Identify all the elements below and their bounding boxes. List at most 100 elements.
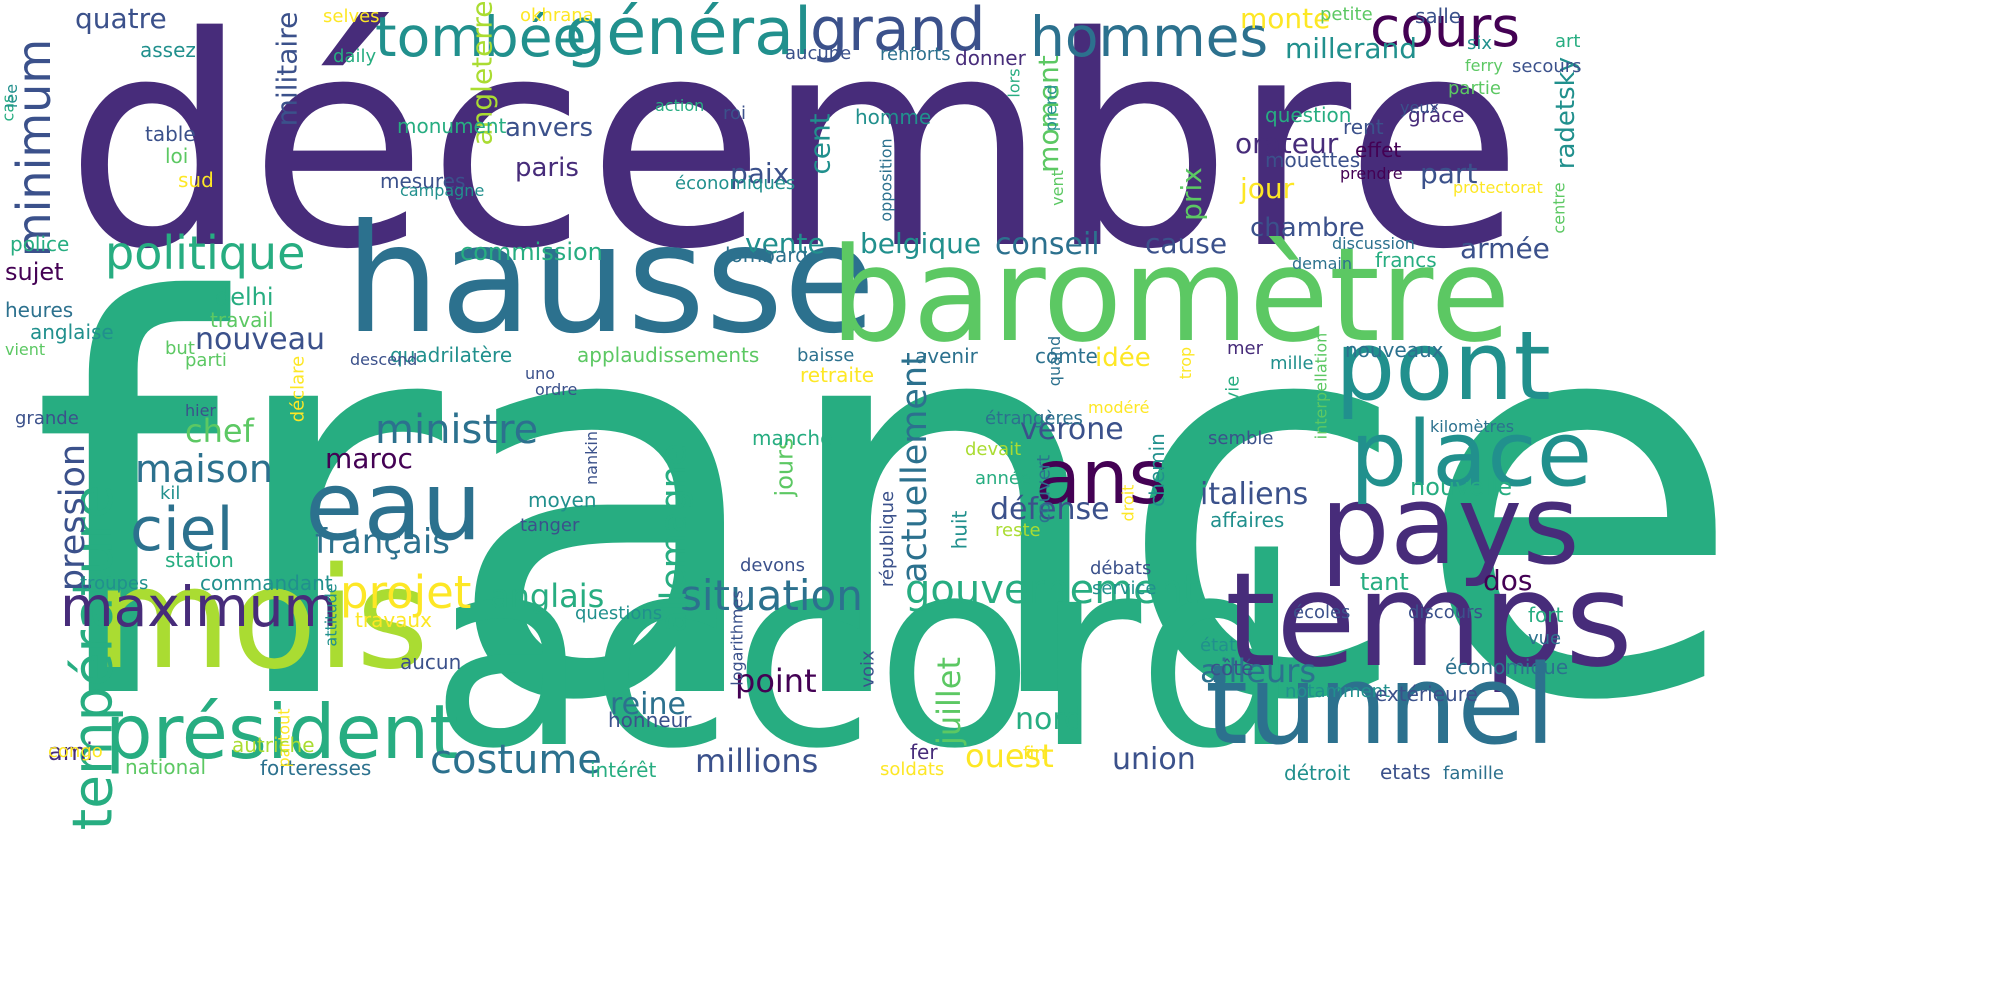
- cloud-word: secours: [1512, 56, 1582, 77]
- cloud-word: eau: [305, 452, 482, 562]
- cloud-word: france: [30, 191, 1745, 819]
- cloud-word: anglais: [490, 577, 605, 615]
- cloud-word: millions: [695, 742, 819, 780]
- cloud-word: minimum: [7, 38, 62, 258]
- cloud-word: hommes: [1030, 5, 1269, 69]
- cloud-word: monument: [397, 114, 507, 138]
- cloud-word: devons: [740, 555, 805, 576]
- cloud-word: mouettes: [1265, 148, 1361, 172]
- cloud-word: français: [315, 522, 451, 562]
- cloud-word: travail: [210, 308, 274, 332]
- cloud-word: économiques: [675, 173, 796, 194]
- cloud-word: delhi: [215, 283, 274, 311]
- cloud-word: lombard: [725, 243, 808, 267]
- cloud-word: six: [1467, 33, 1493, 54]
- cloud-word: opposition: [876, 138, 896, 222]
- cloud-word: loi: [165, 144, 189, 168]
- cloud-word: actuellement: [894, 352, 935, 583]
- cloud-word: soldats: [880, 759, 945, 780]
- cloud-word: forteresses: [260, 756, 372, 780]
- cloud-word: campagne: [400, 181, 485, 200]
- cloud-word: extérieure: [1375, 682, 1478, 706]
- cloud-word: costume: [430, 737, 602, 783]
- cloud-word: commandant: [200, 571, 333, 595]
- cloud-word: politique: [105, 226, 306, 280]
- cloud-word: centre: [1549, 182, 1569, 234]
- cloud-word: temps: [1225, 544, 1633, 696]
- cloud-word: cours: [1370, 0, 1521, 59]
- cloud-word: reste: [995, 520, 1041, 541]
- cloud-word: ciel: [130, 495, 234, 565]
- cloud-word: grande: [15, 408, 79, 429]
- cloud-word: jour: [1240, 172, 1295, 205]
- cloud-word: homme: [855, 105, 932, 129]
- cloud-word: ami: [48, 738, 93, 766]
- cloud-word: comte: [1035, 344, 1098, 368]
- cloud-word: huit: [947, 510, 972, 550]
- cloud-word: intérêt: [590, 758, 657, 782]
- cloud-word: belgique: [860, 227, 982, 260]
- cloud-word: parti: [185, 350, 227, 371]
- cloud-word: place: [1350, 402, 1593, 507]
- cloud-word: kil: [160, 483, 181, 504]
- cloud-word: nord: [1015, 702, 1084, 737]
- cloud-word: chambre: [1250, 213, 1365, 243]
- cloud-word: maximum: [60, 575, 338, 639]
- cloud-word: écoles: [1293, 602, 1351, 623]
- cloud-word: lors: [1004, 68, 1024, 98]
- cloud-word: questions: [575, 603, 663, 624]
- cloud-word: applaudissements: [577, 343, 760, 367]
- cloud-word: militaire: [270, 11, 304, 127]
- cloud-word: troupes: [80, 573, 149, 594]
- cloud-word: discours: [1408, 602, 1483, 623]
- cloud-word: république: [877, 490, 899, 588]
- cloud-word: vérone: [1020, 412, 1124, 447]
- cloud-word: point: [735, 662, 817, 700]
- cloud-word: reine: [610, 687, 686, 722]
- cloud-word: paix: [730, 157, 790, 190]
- cloud-word: part: [1420, 157, 1478, 190]
- cloud-word: quadrilatère: [390, 343, 513, 367]
- cloud-word: nouveaux: [1345, 338, 1444, 362]
- cloud-word: daily: [333, 46, 377, 67]
- cloud-word: italiens: [1200, 477, 1309, 512]
- cloud-word: nouvelle: [1410, 473, 1513, 501]
- cloud-word: idée: [1095, 343, 1151, 373]
- cloud-word: tunnel: [1205, 641, 1556, 769]
- cloud-word: anglaise: [30, 320, 114, 344]
- cloud-word: union: [1112, 742, 1196, 777]
- cloud-word: général: [565, 0, 813, 70]
- cloud-word: logarithmes: [727, 590, 747, 686]
- cloud-word: lee: [2, 83, 22, 109]
- cloud-word: grand: [810, 0, 986, 65]
- cloud-word: attitude: [321, 583, 341, 647]
- cloud-word: salle: [1415, 4, 1462, 28]
- cloud-word: nankin: [581, 431, 601, 485]
- cloud-word: ans: [1035, 433, 1168, 521]
- cloud-word: armée: [1460, 232, 1550, 265]
- cloud-word: aucun: [400, 650, 462, 674]
- cloud-word: anvers: [505, 113, 594, 143]
- cloud-word: chemin: [1144, 433, 1169, 507]
- cloud-word: hier: [185, 401, 217, 420]
- cloud-word: table: [145, 122, 196, 146]
- cloud-word: étrangères: [985, 408, 1083, 429]
- cloud-word: tanger: [520, 515, 580, 536]
- cloud-word: petite: [1320, 4, 1373, 25]
- cloud-word: descend: [350, 350, 418, 369]
- cloud-word: mille: [1270, 353, 1314, 374]
- cloud-word: devait: [965, 439, 1022, 460]
- cloud-word: assez: [140, 38, 196, 62]
- cloud-word: voix: [857, 650, 879, 688]
- cloud-word: question: [1265, 103, 1352, 127]
- cloud-word: manche: [752, 426, 833, 450]
- cloud-word: cause: [1145, 227, 1228, 260]
- cloud-word: kilomètres: [1430, 417, 1515, 436]
- cloud-word: effet: [1355, 138, 1402, 162]
- cloud-word: millerand: [1285, 32, 1418, 65]
- cloud-word: heures: [5, 298, 74, 322]
- cloud-word: couvert: [1033, 454, 1055, 524]
- cloud-word: vie: [1222, 375, 1244, 403]
- cloud-word: quand: [1045, 335, 1065, 387]
